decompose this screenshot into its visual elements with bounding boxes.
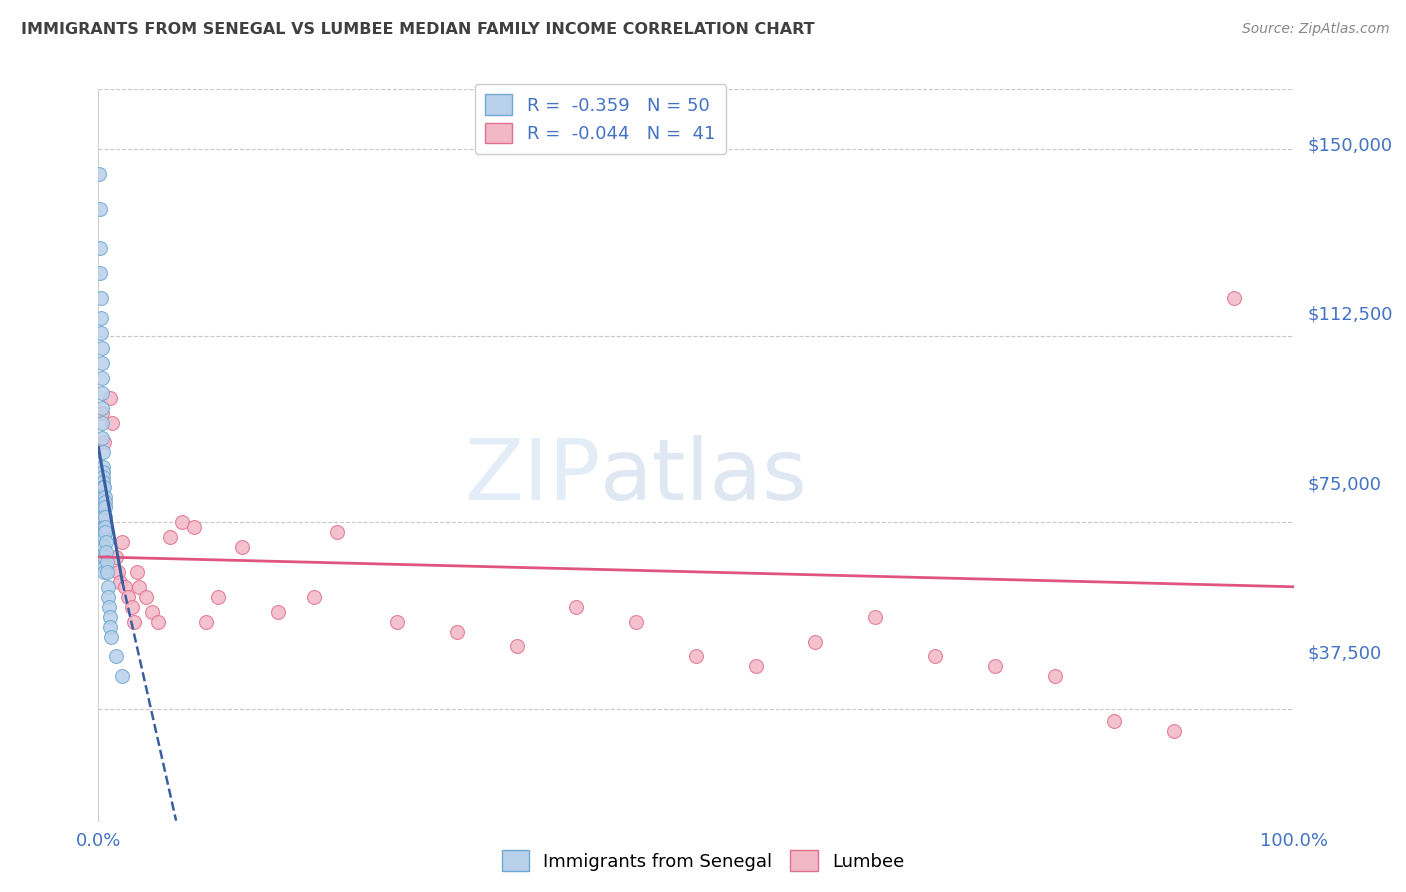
Point	[93, 520, 115, 534]
Point	[98, 609, 121, 624]
Point	[93, 490, 115, 504]
Point	[141, 605, 163, 619]
Point	[1104, 714, 1126, 728]
Point	[91, 466, 114, 480]
Point	[98, 599, 121, 614]
Point	[91, 401, 114, 415]
Point	[105, 649, 128, 664]
Point	[91, 371, 114, 385]
Point	[506, 640, 529, 654]
Point	[93, 540, 115, 554]
Legend: R =  -0.359   N = 50, R =  -0.044   N =  41: R = -0.359 N = 50, R = -0.044 N = 41	[475, 84, 725, 154]
Point	[100, 416, 122, 430]
Point	[94, 500, 117, 515]
Point	[685, 649, 707, 664]
Point	[128, 580, 150, 594]
Point	[93, 530, 115, 544]
Point	[91, 445, 114, 459]
Text: atlas: atlas	[600, 435, 808, 518]
Point	[98, 619, 122, 633]
Point	[91, 490, 114, 504]
Point	[91, 470, 114, 484]
Point	[91, 385, 114, 400]
Point	[125, 565, 148, 579]
Point	[326, 524, 349, 539]
Point	[91, 460, 114, 475]
Point	[89, 266, 111, 280]
Point	[93, 549, 115, 564]
Point	[94, 524, 117, 539]
Point	[924, 649, 946, 664]
Point	[195, 615, 218, 629]
Point	[105, 549, 128, 564]
Point	[302, 590, 325, 604]
Point	[111, 535, 134, 549]
Point	[100, 630, 122, 644]
Point	[94, 520, 117, 534]
Point	[626, 615, 648, 629]
Point	[231, 540, 253, 554]
Point	[446, 624, 468, 639]
Point	[385, 615, 409, 629]
Point	[93, 510, 115, 524]
Point	[90, 291, 112, 305]
Point	[159, 530, 181, 544]
Point	[121, 599, 143, 614]
Point	[267, 605, 290, 619]
Point	[865, 609, 887, 624]
Point	[1043, 669, 1066, 683]
Point	[114, 580, 136, 594]
Point	[93, 560, 115, 574]
Point	[89, 242, 111, 256]
Point	[183, 520, 205, 534]
Point	[89, 167, 111, 181]
Point	[93, 524, 115, 539]
Point	[94, 535, 117, 549]
Point	[172, 515, 194, 529]
Point	[91, 406, 114, 420]
Point	[91, 430, 114, 444]
Point	[117, 590, 139, 604]
Point	[90, 341, 112, 355]
Point	[90, 311, 112, 326]
Point	[90, 326, 112, 340]
Point	[1163, 724, 1185, 739]
Point	[93, 480, 115, 494]
Point	[98, 391, 122, 405]
Point	[804, 634, 827, 648]
Legend: Immigrants from Senegal, Lumbee: Immigrants from Senegal, Lumbee	[495, 843, 911, 879]
Point	[93, 565, 115, 579]
Text: ZIP: ZIP	[464, 435, 600, 518]
Point	[97, 580, 120, 594]
Point	[90, 356, 112, 370]
Text: Source: ZipAtlas.com: Source: ZipAtlas.com	[1241, 22, 1389, 37]
Point	[1223, 291, 1246, 305]
Point	[107, 565, 129, 579]
Point	[94, 510, 117, 524]
Point	[91, 480, 114, 494]
Point	[93, 435, 115, 450]
Point	[148, 615, 170, 629]
Point	[111, 669, 134, 683]
Point	[96, 565, 118, 579]
Point	[91, 475, 114, 490]
Point	[89, 202, 111, 216]
Point	[135, 590, 157, 604]
Point	[97, 590, 120, 604]
Point	[745, 659, 768, 673]
Point	[124, 615, 146, 629]
Point	[91, 416, 114, 430]
Point	[91, 500, 114, 515]
Point	[94, 545, 117, 559]
Point	[96, 555, 118, 569]
Point	[93, 495, 115, 509]
Point	[984, 659, 1007, 673]
Point	[565, 599, 588, 614]
Text: IMMIGRANTS FROM SENEGAL VS LUMBEE MEDIAN FAMILY INCOME CORRELATION CHART: IMMIGRANTS FROM SENEGAL VS LUMBEE MEDIAN…	[21, 22, 814, 37]
Point	[108, 574, 131, 589]
Point	[207, 590, 229, 604]
